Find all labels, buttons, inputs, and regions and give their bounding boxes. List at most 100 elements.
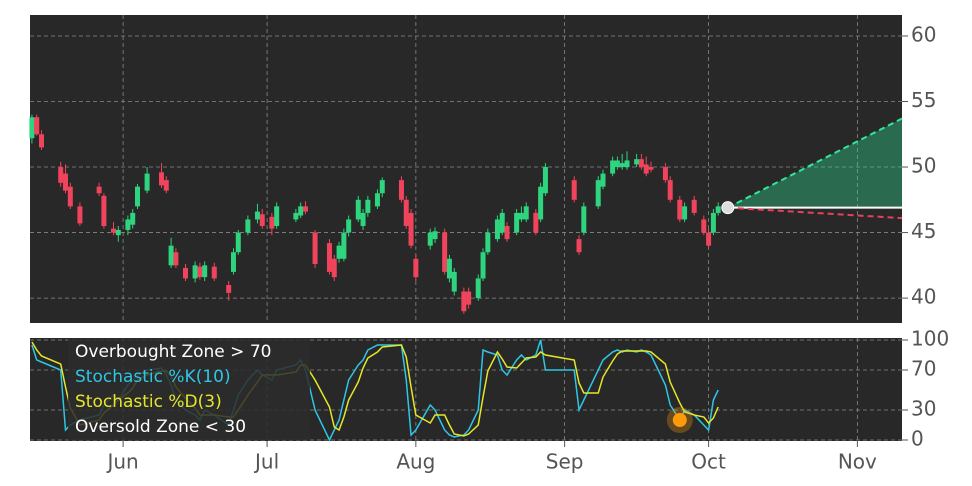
candle-body (77, 206, 83, 224)
candle-body (571, 180, 577, 200)
candle-body (581, 206, 587, 233)
candle-body (39, 134, 45, 148)
candle-body (691, 199, 697, 213)
candle-body (427, 232, 433, 246)
y-tick-label: 60 (911, 22, 936, 46)
candle-body (643, 164, 649, 174)
candle-body (302, 206, 308, 212)
candle-body (624, 160, 630, 168)
candle-body (518, 212, 524, 220)
y-tick-label: 45 (911, 219, 936, 243)
candle-body (682, 206, 688, 220)
candle-body (326, 243, 332, 272)
y-tick-label: 70 (911, 357, 936, 381)
candle-body (538, 186, 544, 220)
candle-body (360, 212, 366, 227)
candle-body (211, 266, 217, 279)
candle-body (619, 163, 625, 168)
forecast-lower (727, 206, 903, 220)
candle-body (413, 258, 419, 278)
candle-body (595, 180, 601, 207)
x-tick-label: Aug (396, 450, 435, 474)
candle-body (34, 117, 40, 135)
candle-body (111, 228, 117, 233)
legend-entry: Stochastic %D(3) (75, 392, 222, 412)
candle-body (135, 186, 141, 207)
candle-body (715, 206, 721, 213)
candle-body (341, 232, 347, 259)
candle-body (494, 219, 500, 240)
candle-body (125, 219, 131, 230)
candle-body (29, 117, 35, 139)
candle-body (514, 212, 520, 233)
candle-body (346, 219, 352, 233)
legend-entry: Oversold Zone < 30 (75, 417, 246, 437)
candle-body (648, 167, 654, 170)
legend-box (68, 338, 310, 440)
candle-body (274, 206, 280, 227)
candle-body (298, 206, 304, 216)
candle-body (398, 180, 404, 200)
candle-body (130, 212, 136, 225)
candle-body (144, 173, 150, 191)
candle-body (226, 284, 232, 293)
forecast-upper (727, 117, 903, 209)
candle-body (442, 232, 448, 272)
y-tick-label: 100 (911, 327, 949, 351)
y-tick-label: 30 (911, 397, 936, 421)
candle-body (173, 252, 179, 266)
candle-body (374, 193, 380, 207)
candle-body (355, 199, 361, 220)
legend-entry: Overbought Zone > 70 (75, 342, 271, 362)
candle-body (168, 245, 174, 266)
forecast-start (721, 201, 735, 215)
candle-body (485, 232, 491, 253)
candle-body (614, 160, 620, 168)
candle-body (192, 265, 198, 279)
candle-body (115, 229, 121, 236)
candle-body (710, 212, 716, 233)
candle-body (667, 180, 673, 200)
candle-body (197, 266, 203, 278)
candle-body (542, 167, 548, 194)
candle-body (504, 226, 510, 240)
candle-body (408, 212, 414, 246)
candle-body (293, 212, 299, 220)
candle-body (96, 186, 102, 194)
y-tick-label: 40 (911, 285, 936, 309)
candle-body (533, 212, 539, 233)
x-tick-label: Jun (105, 450, 138, 474)
forecast-area (727, 118, 902, 208)
candle-body (403, 199, 409, 227)
candle-body (576, 239, 582, 253)
candle-body (365, 199, 371, 213)
y-tick-label: 0 (911, 427, 924, 451)
candle-body (451, 271, 457, 292)
candle-body (480, 252, 486, 279)
candle-body (634, 159, 640, 165)
candle-body (158, 172, 164, 186)
candle-body (245, 219, 251, 233)
candle-body (600, 173, 606, 187)
legend-entry: Stochastic %K(10) (75, 367, 231, 387)
candle-body (499, 212, 505, 233)
price-panel (30, 15, 902, 323)
candle-body (677, 199, 683, 220)
candle-body (63, 173, 69, 191)
candle-body (706, 232, 712, 246)
candle-body (163, 180, 169, 191)
candle-body (259, 214, 265, 227)
candle-body (331, 258, 337, 278)
candle-body (466, 291, 472, 305)
candle-body (202, 265, 208, 278)
candle-body (461, 291, 467, 312)
candle-body (67, 186, 73, 207)
candle-body (475, 278, 481, 299)
x-tick-label: Oct (691, 450, 726, 474)
candle-body (254, 211, 260, 220)
candle-body (58, 167, 64, 183)
x-tick-label: Sep (546, 450, 584, 474)
candle-body (182, 267, 188, 279)
